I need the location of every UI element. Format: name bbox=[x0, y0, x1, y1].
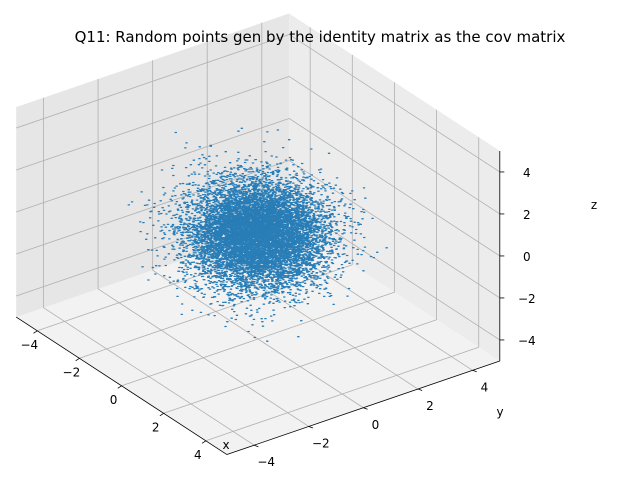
grid-line bbox=[16, 76, 290, 171]
y-tick-label: 0 bbox=[372, 418, 380, 432]
y-tick-label: 4 bbox=[481, 380, 489, 394]
z-tick-label: −4 bbox=[518, 334, 536, 348]
x-tick-mark bbox=[117, 385, 122, 389]
x-tick-label: 4 bbox=[194, 448, 202, 462]
x-tick-label: −2 bbox=[63, 365, 81, 379]
z-tick-label: 0 bbox=[523, 250, 531, 264]
z-tick-label: 4 bbox=[523, 166, 531, 180]
y-tick-label: −4 bbox=[257, 455, 275, 469]
y-tick-mark bbox=[254, 444, 259, 448]
x-axis-label: x bbox=[222, 438, 229, 452]
y-tick-mark bbox=[472, 369, 477, 373]
grid-line bbox=[288, 76, 501, 215]
x-tick-label: −4 bbox=[20, 338, 38, 352]
x-tick-label: 2 bbox=[152, 420, 160, 434]
tick-labels: −4 −2 0 2 4 −4 −2 0 2 4 −4 −2 0 2 4 bbox=[20, 166, 535, 469]
grid-line bbox=[288, 34, 501, 173]
y-tick-mark bbox=[308, 426, 314, 429]
scatter-point-cloud bbox=[127, 127, 388, 342]
x-tick-label: 0 bbox=[110, 393, 118, 407]
x-tick-mark bbox=[75, 357, 80, 362]
y-tick-mark bbox=[363, 407, 368, 410]
x-tick-mark bbox=[33, 330, 38, 334]
chart-title: Q11: Random points gen by the identity m… bbox=[74, 28, 566, 46]
grid-line bbox=[16, 118, 290, 213]
tick-marks bbox=[33, 171, 505, 448]
x-tick-mark bbox=[201, 440, 207, 444]
grid-line bbox=[16, 34, 290, 129]
z-tick-label: 2 bbox=[523, 208, 531, 222]
grid-line bbox=[288, 118, 501, 257]
y-tick-label: 2 bbox=[426, 399, 434, 413]
y-tick-mark bbox=[417, 388, 423, 391]
grid-line bbox=[152, 269, 364, 409]
y-axis-line bbox=[226, 360, 500, 455]
z-tick-label: −2 bbox=[518, 292, 536, 306]
x-tick-mark bbox=[159, 412, 164, 417]
scatter-points bbox=[127, 127, 388, 342]
y-axis-label: y bbox=[496, 405, 503, 419]
z-axis-label: z bbox=[591, 198, 597, 212]
grid-line bbox=[288, 160, 501, 299]
grid-line bbox=[97, 288, 309, 427]
grid-line bbox=[43, 307, 255, 446]
y-tick-label: −2 bbox=[312, 437, 330, 451]
grid-line bbox=[16, 160, 290, 255]
grid-line bbox=[288, 202, 501, 341]
